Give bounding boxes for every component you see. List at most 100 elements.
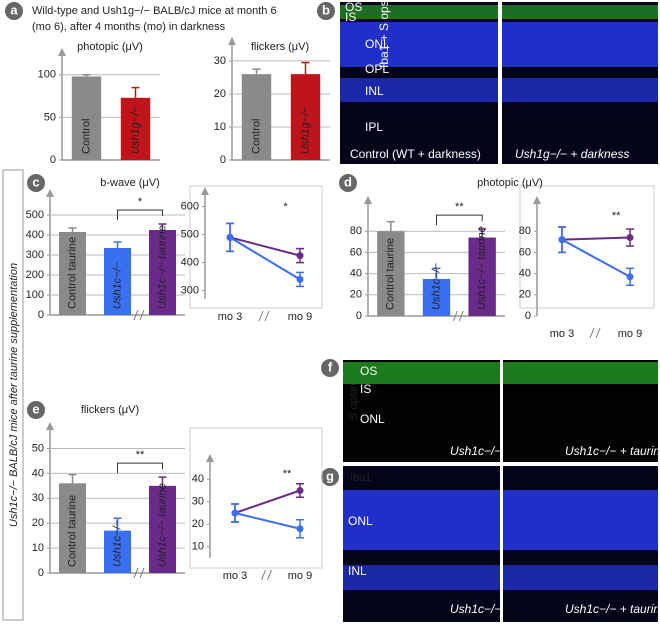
y-tick-label: 40 (350, 268, 362, 280)
y-tick-label: 80 (519, 225, 531, 237)
layer-label: IS (345, 10, 356, 24)
significance: ** (136, 449, 145, 461)
y-tick-label: 10 (32, 542, 44, 554)
axis-arrow (228, 37, 236, 45)
y-tick-label: 600 (181, 201, 199, 213)
bar-label: Control taurine (385, 238, 397, 310)
y-tick-label: 0 (525, 310, 531, 322)
bar-label: Ush1c−/− taurine (476, 226, 488, 310)
bar (290, 74, 321, 160)
y-tick-label: 300 (26, 249, 44, 261)
title-line: (mo 6), after 4 months (mo) in darkness (32, 21, 226, 33)
y-tick-label: 20 (214, 88, 226, 100)
y-tick-label: 500 (26, 209, 44, 221)
image-label: Ush1c−/− (450, 602, 501, 616)
bar (241, 74, 272, 160)
axis-break (133, 309, 145, 321)
significance-bracket (117, 462, 163, 474)
y-tick-label: 200 (26, 269, 44, 281)
bar (149, 485, 176, 573)
image-label: Ush1c−/− (450, 444, 501, 458)
axis-arrow (364, 196, 372, 204)
image-label: Control (WT + darkness) (350, 147, 481, 161)
y-tick-label: 0 (50, 154, 56, 166)
y-tick-label: 50 (32, 442, 44, 454)
y-tick-label: 500 (181, 229, 199, 241)
axis-break (452, 310, 464, 322)
x-tick-label: mo 3 (550, 328, 574, 340)
y-tick-label: 20 (32, 517, 44, 529)
y-tick-label: 0 (38, 567, 44, 579)
bar-label: Ush1c−/− taurine (156, 225, 168, 309)
y-tick-label: 100 (26, 289, 44, 301)
layer-label: ONL (365, 37, 390, 51)
x-tick-label: mo 9 (618, 328, 642, 340)
layer-label: INL (348, 564, 367, 578)
bar (104, 530, 131, 573)
panel-letter: a (10, 2, 18, 17)
chart-title: b-wave (μV) (100, 177, 160, 189)
axis-arrow (201, 187, 209, 195)
layer-label: OPL (365, 62, 389, 76)
y-tick-label: 10 (214, 121, 226, 133)
point (626, 234, 634, 242)
chart-title: photopic (μV) (477, 177, 543, 189)
y-tick-label: 60 (350, 246, 362, 258)
bar-label: Ush1c−/− (111, 261, 123, 309)
series-line (229, 236, 301, 281)
bar-label: Control (80, 119, 92, 154)
micrograph-f: OS IS ONL S opsin Ush1c−/− Ush1c−/− + ta… (343, 360, 660, 462)
stain-label: Iba1 + S opsin (377, 0, 391, 68)
x-tick-label: mo 3 (218, 311, 242, 323)
bar (59, 232, 86, 315)
bar-label: Ush1g−/− (129, 106, 141, 154)
panel-letter: d (344, 174, 352, 189)
y-tick-label: 0 (356, 310, 362, 322)
significance: ** (612, 210, 621, 222)
inset-frame (189, 427, 323, 569)
panel-letter: f (328, 359, 333, 374)
chart-title: flickers (μV) (81, 404, 139, 416)
image-label: Ush1c−/− + taurine (565, 444, 660, 458)
significance: ** (283, 468, 292, 480)
point (296, 487, 304, 494)
axis-break (261, 569, 272, 581)
panel-letters: a b c d e f g (5, 2, 357, 486)
layer-label: ONL (360, 412, 385, 426)
bar (468, 237, 496, 316)
y-tick-label: 40 (519, 268, 531, 280)
bar (71, 76, 102, 160)
panel-letter: b (322, 2, 330, 17)
bar-label: Control (250, 119, 262, 154)
chart-title: flickers (μV) (251, 41, 309, 53)
bar-label: Ush1c−/− (430, 262, 442, 310)
point (296, 275, 304, 283)
y-tick-label: 20 (192, 518, 204, 530)
x-tick-label: mo 9 (288, 570, 312, 582)
bar (149, 230, 176, 315)
point (626, 273, 634, 281)
bar (104, 248, 131, 315)
bar-label: Control taurine (66, 495, 78, 567)
x-tick-label: mo 9 (288, 311, 312, 323)
y-tick-label: 40 (32, 467, 44, 479)
y-tick-label: 400 (181, 257, 199, 269)
series-line (561, 238, 631, 278)
chart-title: photopic (μV) (77, 41, 143, 53)
series-line (234, 512, 301, 530)
significance: * (138, 196, 143, 208)
y-tick-label: 0 (220, 154, 226, 166)
bar-label: Control taurine (66, 237, 78, 309)
y-tick-label: 30 (192, 496, 204, 508)
bar (377, 231, 405, 316)
axis-break (133, 567, 145, 579)
axis-arrow (46, 189, 54, 197)
y-tick-label: 80 (350, 225, 362, 237)
y-tick-label: 10 (192, 541, 204, 553)
layer-label: OS (345, 0, 362, 14)
stain-label: Iba1 (350, 472, 371, 484)
y-tick-label: 20 (519, 289, 531, 301)
y-tick-label: 400 (26, 229, 44, 241)
significance-bracket (436, 214, 483, 226)
